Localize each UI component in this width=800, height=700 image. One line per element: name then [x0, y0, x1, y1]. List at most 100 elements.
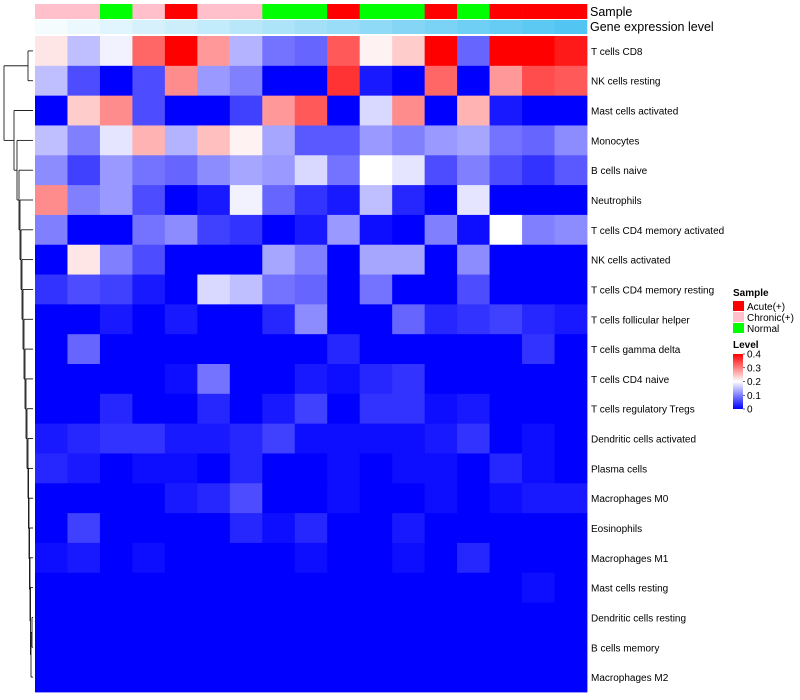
heatmap-cell	[554, 214, 588, 246]
heatmap-cell	[132, 334, 166, 365]
heatmap-cell	[522, 572, 555, 603]
row-label: Eosinophils	[591, 524, 642, 535]
heatmap-cell	[294, 65, 328, 97]
heatmap-cell	[424, 304, 458, 335]
heatmap-cell	[554, 95, 588, 126]
heatmap-cell	[359, 95, 393, 126]
row-label: T cells follicular helper	[591, 315, 690, 326]
heatmap-cell	[229, 274, 263, 305]
heatmap-cell	[262, 274, 296, 305]
heatmap-cell	[392, 274, 426, 305]
heatmap-cell	[294, 95, 328, 126]
sample-annotation-cell	[457, 4, 490, 19]
heatmap-cell	[327, 214, 361, 246]
row-label: T cells gamma delta	[591, 345, 681, 356]
heatmap-cell	[294, 185, 328, 216]
heatmap-cell	[67, 632, 101, 663]
expression-annotation-cell	[424, 20, 458, 34]
heatmap-cell	[132, 244, 166, 275]
heatmap-cell	[99, 393, 133, 425]
heatmap-cell	[132, 483, 166, 514]
heatmap-cell	[67, 334, 101, 365]
legend: Sample Acute(+)Chronic(+)Normal Level 0.…	[733, 288, 794, 416]
heatmap-cell	[327, 125, 361, 156]
heatmap-cell	[359, 65, 393, 97]
heatmap-cell	[457, 364, 490, 395]
heatmap-cell	[35, 542, 68, 574]
heatmap-cell	[99, 364, 133, 395]
expression-annotation-cell	[229, 20, 263, 34]
heatmap-cell	[554, 185, 588, 216]
heatmap-cell	[359, 602, 393, 633]
heatmap-cell	[229, 364, 263, 395]
heatmap-cell	[262, 125, 296, 156]
heatmap-cell	[164, 36, 198, 67]
heatmap-cell	[554, 542, 588, 574]
heatmap-cell	[99, 214, 133, 246]
sample-annotation-cell	[67, 4, 101, 19]
heatmap-cell	[229, 572, 263, 603]
heatmap-cell	[164, 572, 198, 603]
heatmap-cell	[554, 602, 588, 633]
heatmap-cell	[132, 542, 166, 574]
heatmap-cell	[99, 125, 133, 156]
heatmap-cell	[35, 185, 68, 216]
heatmap-cell	[489, 334, 523, 365]
heatmap-cell	[522, 513, 555, 544]
heatmap-cell	[489, 423, 523, 454]
heatmap-cell	[197, 274, 231, 305]
legend-sample-swatch	[733, 301, 744, 311]
heatmap-cell	[424, 155, 458, 186]
row-label: T cells CD4 naive	[591, 375, 670, 386]
sample-annotation-cell	[554, 4, 588, 19]
heatmap-cell	[294, 662, 328, 693]
heatmap-cell	[554, 334, 588, 365]
heatmap-cell	[489, 125, 523, 156]
heatmap-cell	[229, 36, 263, 67]
heatmap-cell	[197, 334, 231, 365]
heatmap-cell	[197, 36, 231, 67]
heatmap-cell	[35, 274, 68, 305]
heatmap-cell	[132, 274, 166, 305]
heatmap-cell	[457, 125, 490, 156]
heatmap-cell	[99, 483, 133, 514]
heatmap-cell	[294, 334, 328, 365]
heatmap-cell	[424, 542, 458, 574]
heatmap-cell	[554, 125, 588, 156]
expression-annotation-cell	[262, 20, 296, 34]
heatmap-cell	[132, 393, 166, 425]
heatmap-cell	[262, 513, 296, 544]
heatmap-cell	[229, 602, 263, 633]
annotation-bars	[35, 4, 588, 34]
heatmap-cell	[197, 244, 231, 275]
heatmap-cell	[229, 632, 263, 663]
heatmap-cell	[197, 632, 231, 663]
heatmap-cell	[294, 602, 328, 633]
heatmap-cell	[522, 662, 555, 693]
heatmap-cell	[294, 483, 328, 514]
heatmap-cell	[164, 423, 198, 454]
heatmap-cell	[327, 632, 361, 663]
row-label: Dendritic cells resting	[591, 613, 686, 624]
level-colorbar	[733, 354, 743, 409]
row-labels: T cells CD8 NK cells resting Mast cells ac…	[591, 47, 724, 684]
row-label: Macrophages M2	[591, 673, 669, 684]
heatmap-cell	[554, 393, 588, 425]
heatmap-cell	[327, 334, 361, 365]
heatmap-cell	[132, 423, 166, 454]
heatmap-cell	[424, 334, 458, 365]
heatmap-cell	[164, 95, 198, 126]
heatmap-cell	[35, 572, 68, 603]
heatmap-cell	[262, 155, 296, 186]
heatmap-cell	[197, 125, 231, 156]
heatmap-cell	[489, 244, 523, 275]
heatmap-cell	[327, 185, 361, 216]
heatmap-cell	[67, 483, 101, 514]
heatmap-cell	[392, 125, 426, 156]
heatmap-cell	[99, 453, 133, 484]
heatmap-cell	[99, 274, 133, 305]
heatmap-cell	[359, 423, 393, 454]
expression-annotation-cell	[294, 20, 328, 34]
heatmap-cell	[229, 95, 263, 126]
heatmap-cell	[67, 244, 101, 275]
